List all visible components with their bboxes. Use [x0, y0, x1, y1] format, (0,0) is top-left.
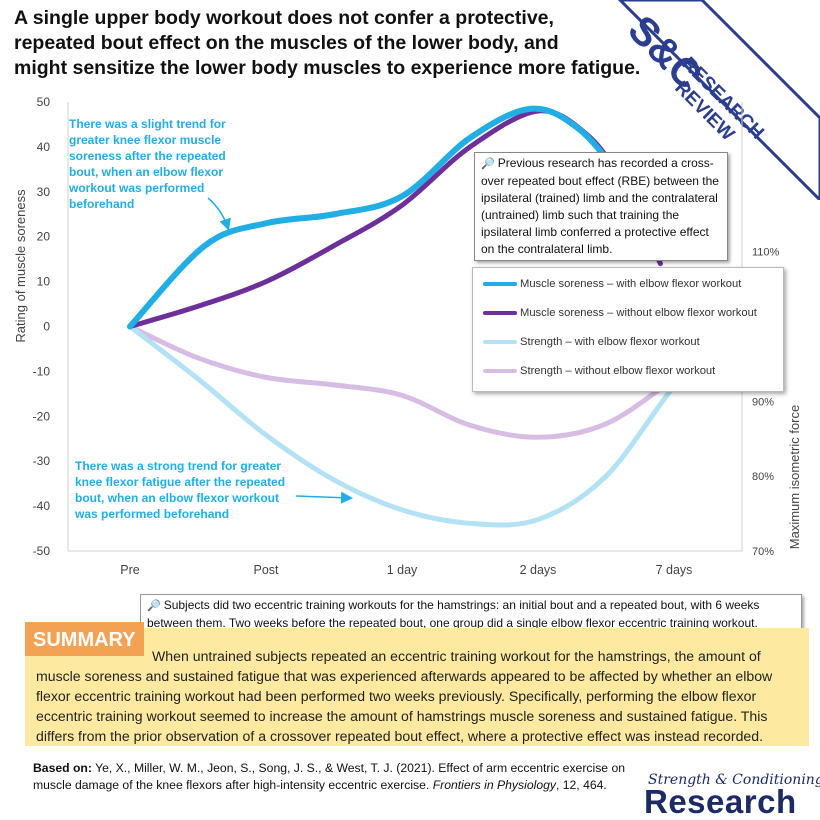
title-line-1: A single upper body workout does not con…: [14, 7, 554, 29]
y-tick-label: 10: [37, 275, 51, 289]
page-title: A single upper body workout does not con…: [14, 6, 654, 81]
legend-swatch: [483, 282, 517, 286]
brand-logo: Research: [644, 783, 797, 820]
x-tick-label: Post: [253, 563, 279, 577]
summary-text: When untrained subjects repeated an ecce…: [36, 648, 773, 744]
reference: Based on: Ye, X., Miller, W. M., Jeon, S…: [33, 760, 628, 794]
legend-item: Strength – without elbow flexor workout: [483, 363, 715, 379]
x-tick-label: 1 day: [387, 563, 418, 577]
legend-label: Muscle soreness – with elbow flexor work…: [520, 278, 742, 290]
legend-swatch: [483, 369, 517, 373]
legend-swatch: [483, 311, 517, 315]
chart-axes: 50 40 30 20 10 0 -10 -20 -30 -40 -50 110% 90% 80% 70% P…: [33, 95, 780, 577]
y-tick-label: 30: [37, 185, 51, 199]
y-tick-label: 0: [43, 320, 50, 334]
reference-journal: Frontiers in Physiology: [432, 778, 556, 792]
reference-text: Ye, X., Miller, W. M., Jeon, S., Song, J…: [33, 761, 626, 792]
series-line-0: [127, 105, 657, 330]
fatigue-annotation-arrow: [295, 491, 353, 504]
sc-research-review-banner: S&C RESEARCH REVIEW: [617, 0, 820, 200]
fatigue-annotation: There was a strong trend for greater kne…: [75, 459, 286, 521]
series-line-3: [127, 324, 718, 440]
subjects-note-text: Subjects did two eccentric training work…: [147, 598, 760, 630]
reference-label: Based on:: [33, 761, 92, 775]
legend-label: Muscle soreness – without elbow flexor w…: [520, 307, 757, 319]
y-tick-label: -30: [33, 454, 51, 468]
y-tick-label: -20: [33, 409, 51, 423]
rbe-note: 🔎 Previous research has recorded a cross-…: [474, 152, 728, 261]
y-tick-label: -40: [33, 499, 51, 513]
x-tick-label: Pre: [120, 563, 140, 577]
legend-label: Strength – with elbow flexor workout: [520, 336, 700, 348]
y-tick-label: 40: [37, 140, 51, 154]
magnifier-icon: 🔎: [481, 158, 495, 170]
y-tick-label: 50: [37, 95, 51, 109]
series-line-2: [127, 324, 718, 528]
right-axis-label: Maximum isometric force: [787, 405, 802, 549]
legend-item: Muscle soreness – without elbow flexor w…: [483, 305, 757, 321]
magnifier-icon: 🔎: [147, 600, 161, 612]
y2-tick-label: 70%: [752, 546, 774, 558]
title-line-3: might sensitize the lower body muscles t…: [14, 57, 641, 79]
banner-band: [617, 0, 820, 200]
legend-item: Muscle soreness – with elbow flexor work…: [483, 276, 741, 292]
x-tick-label: 2 days: [520, 563, 557, 577]
left-axis-label: Rating of muscle soreness: [13, 189, 28, 343]
rbe-note-text: Previous research has recorded a cross-o…: [481, 156, 719, 256]
legend-label: Strength – without elbow flexor workout: [520, 365, 716, 377]
brand-tagline: Strength & Conditioning: [648, 772, 820, 788]
line-chart: 50 40 30 20 10 0 -10 -20 -30 -40 -50 110% 90% 80% 70% P…: [13, 95, 802, 577]
y-tick-label: -10: [33, 364, 51, 378]
summary-box: [25, 628, 809, 746]
y2-tick-label: 110%: [752, 247, 780, 259]
legend-swatch: [483, 340, 517, 344]
y2-tick-label: 90%: [752, 396, 774, 408]
legend-item: Strength – with elbow flexor workout: [483, 334, 700, 350]
x-tick-label: 7 days: [656, 563, 693, 577]
y-tick-label: 20: [37, 230, 51, 244]
title-line-2: repeated bout effect on the muscles of t…: [14, 32, 559, 54]
summary-label: SUMMARY: [25, 622, 144, 656]
chart-legend: Muscle soreness – with elbow flexor work…: [472, 267, 784, 392]
y-tick-label: -50: [33, 544, 51, 558]
soreness-annotation: There was a slight trend for greater kne…: [69, 117, 226, 211]
soreness-annotation-arrow: [207, 197, 231, 231]
y2-tick-label: 80%: [752, 471, 774, 483]
reference-volume: , 12, 464.: [555, 778, 607, 792]
